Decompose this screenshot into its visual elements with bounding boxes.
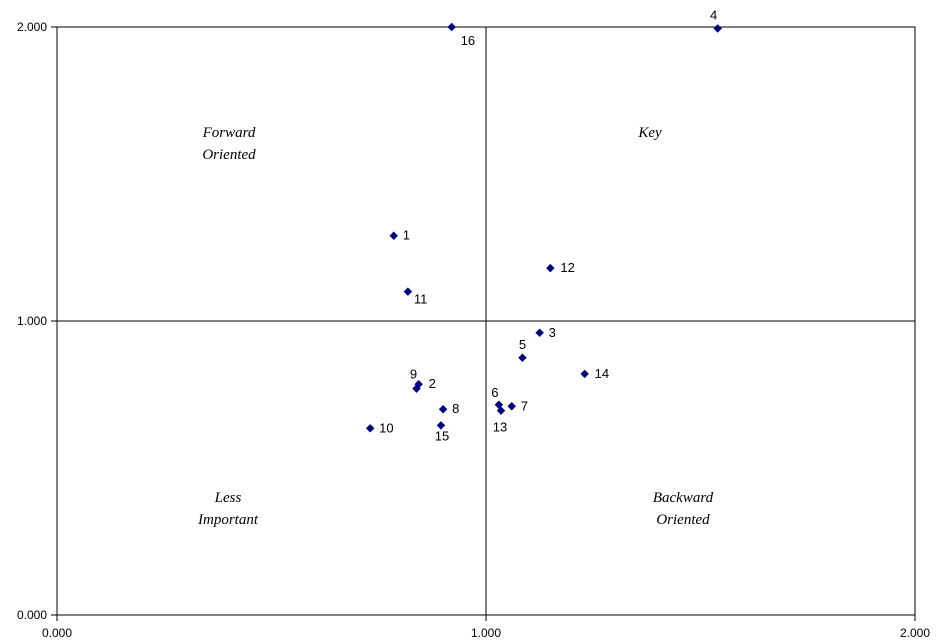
quadrant-label-top-left-line1: Forward bbox=[202, 125, 256, 141]
point-label-1: 1 bbox=[403, 228, 410, 243]
point-label-9: 9 bbox=[410, 367, 417, 382]
y-tick-label: 1.000 bbox=[17, 314, 47, 328]
scatter-point-12 bbox=[546, 263, 555, 273]
point-label-4: 4 bbox=[710, 7, 717, 22]
scatter-point-3 bbox=[535, 328, 544, 338]
scatter-point-9 bbox=[412, 384, 421, 393]
point-label-3: 3 bbox=[549, 325, 556, 340]
scatter-point-15 bbox=[436, 421, 446, 430]
point-label-6: 6 bbox=[491, 385, 498, 400]
point-label-10: 10 bbox=[379, 420, 393, 435]
point-label-13: 13 bbox=[493, 420, 507, 435]
quadrant-label-top-left-line2: Oriented bbox=[202, 147, 256, 163]
point-label-12: 12 bbox=[560, 260, 574, 275]
quadrant-label-bottom-left-line2: Important bbox=[197, 512, 259, 528]
x-tick-label: 0.000 bbox=[42, 626, 72, 640]
scatter-point-14 bbox=[580, 369, 589, 379]
scatter-point-5 bbox=[518, 353, 527, 362]
quadrant-label-bottom-right-line2: Oriented bbox=[656, 512, 710, 528]
point-label-5: 5 bbox=[519, 337, 526, 352]
point-label-11: 11 bbox=[414, 292, 428, 307]
point-label-15: 15 bbox=[435, 428, 449, 443]
scatter-point-7 bbox=[507, 402, 516, 411]
point-label-14: 14 bbox=[595, 366, 609, 381]
quadrant-label-top-right: Key bbox=[637, 125, 662, 141]
scatter-point-10 bbox=[365, 424, 375, 433]
scatter-point-13 bbox=[496, 406, 506, 415]
scatter-point-8 bbox=[438, 404, 448, 414]
y-tick-label: 2.000 bbox=[17, 20, 47, 34]
point-label-2: 2 bbox=[429, 376, 436, 391]
point-label-7: 7 bbox=[521, 398, 528, 413]
scatter-point-11 bbox=[403, 287, 413, 296]
x-tick-label: 2.000 bbox=[900, 626, 930, 640]
point-label-16: 16 bbox=[461, 33, 475, 48]
y-tick-label: 0.000 bbox=[17, 608, 47, 622]
x-tick-label: 1.000 bbox=[471, 626, 501, 640]
scatter-point-1 bbox=[389, 231, 399, 240]
point-label-8: 8 bbox=[452, 401, 459, 416]
scatter-point-16 bbox=[447, 22, 456, 32]
quadrant-label-bottom-right-line1: Backward bbox=[653, 490, 714, 506]
quadrant-label-bottom-left-line1: Less bbox=[214, 490, 242, 506]
